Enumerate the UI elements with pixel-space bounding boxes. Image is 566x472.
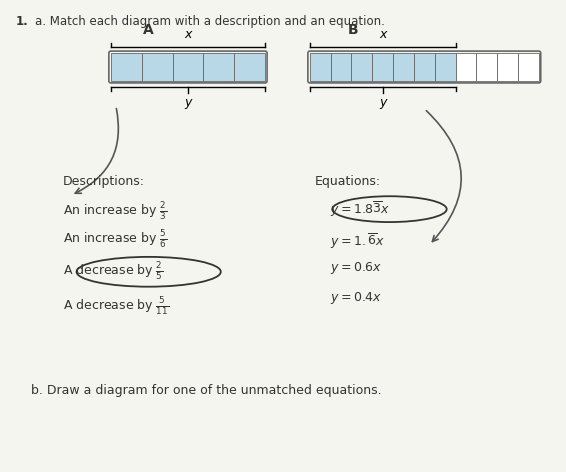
Text: x: x (379, 28, 387, 41)
Bar (393, 53, 414, 81)
Text: Equations:: Equations: (315, 176, 381, 188)
Text: a. Match each diagram with a description and an equation.: a. Match each diagram with a description… (35, 15, 385, 28)
Bar (142, 53, 173, 81)
Text: x: x (185, 28, 192, 41)
Bar (111, 53, 142, 81)
Bar (497, 53, 518, 81)
Text: $y = 0.6x$: $y = 0.6x$ (330, 260, 382, 276)
Text: An increase by $\frac{2}{3}$: An increase by $\frac{2}{3}$ (63, 200, 168, 222)
Text: A decrease by $\frac{2}{5}$: A decrease by $\frac{2}{5}$ (63, 260, 164, 282)
Text: 1.: 1. (15, 15, 28, 28)
Text: $y = 0.4x$: $y = 0.4x$ (330, 290, 382, 306)
Bar (310, 53, 331, 81)
Bar (414, 53, 435, 81)
Bar (372, 53, 393, 81)
Bar (203, 53, 234, 81)
Bar (456, 53, 477, 81)
Text: An increase by $\frac{5}{6}$: An increase by $\frac{5}{6}$ (63, 228, 168, 250)
Text: y: y (379, 96, 387, 109)
Text: y: y (185, 96, 192, 109)
Text: $y = 1.\overline{6}x$: $y = 1.\overline{6}x$ (330, 232, 385, 251)
Text: $y = 1.8\overline{3}x$: $y = 1.8\overline{3}x$ (330, 200, 390, 219)
Bar (518, 53, 539, 81)
Text: b. Draw a diagram for one of the unmatched equations.: b. Draw a diagram for one of the unmatch… (31, 384, 382, 397)
Text: B: B (348, 23, 358, 37)
Text: A decrease by $\frac{5}{11}$: A decrease by $\frac{5}{11}$ (63, 295, 169, 317)
Bar (331, 53, 351, 81)
Bar (351, 53, 372, 81)
Bar (173, 53, 203, 81)
Bar (435, 53, 456, 81)
Text: Descriptions:: Descriptions: (63, 176, 145, 188)
Bar (234, 53, 265, 81)
Bar (477, 53, 497, 81)
Text: A: A (143, 23, 154, 37)
